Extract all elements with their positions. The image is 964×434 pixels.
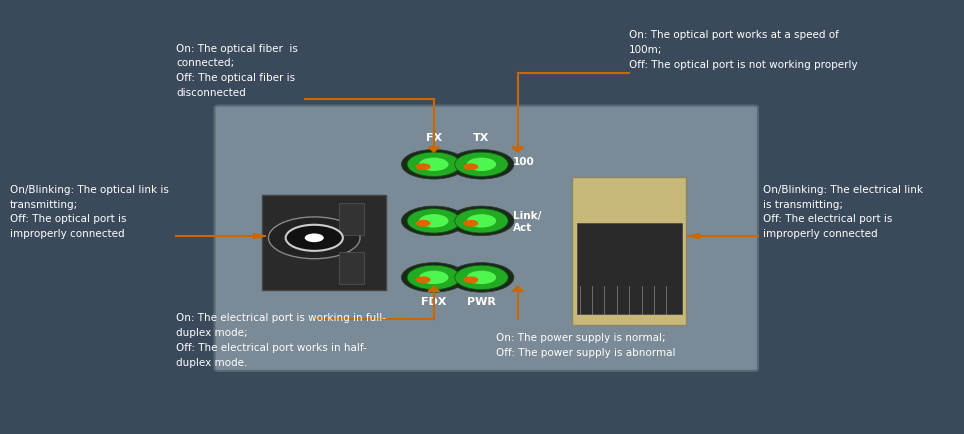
Text: On: The optical fiber  is
connected;
Off: The optical fiber is
disconnected: On: The optical fiber is connected; Off:…: [176, 43, 298, 98]
Circle shape: [467, 271, 496, 284]
Polygon shape: [428, 148, 440, 153]
Polygon shape: [428, 286, 440, 292]
Circle shape: [464, 277, 478, 283]
Bar: [339, 253, 363, 284]
Text: On: The electrical port is working in full-
duplex mode;
Off: The electrical por: On: The electrical port is working in fu…: [176, 312, 387, 367]
Polygon shape: [254, 234, 265, 239]
Circle shape: [415, 220, 431, 227]
Circle shape: [449, 150, 514, 180]
Text: On/Blinking: The electrical link
is transmitting;
Off: The electrical port is
im: On/Blinking: The electrical link is tran…: [763, 184, 923, 239]
Text: 100: 100: [513, 157, 535, 166]
Circle shape: [455, 153, 508, 177]
Circle shape: [419, 215, 448, 228]
Circle shape: [467, 215, 496, 228]
Polygon shape: [512, 148, 523, 153]
Text: On/Blinking: The optical link is
transmitting;
Off: The optical port is
improper: On/Blinking: The optical link is transmi…: [10, 184, 169, 239]
Bar: [339, 204, 363, 235]
Circle shape: [455, 266, 508, 290]
Text: TX: TX: [473, 132, 490, 142]
Polygon shape: [688, 234, 700, 239]
Bar: [576, 223, 682, 315]
Circle shape: [415, 277, 431, 283]
Circle shape: [401, 207, 467, 236]
Circle shape: [305, 234, 324, 243]
Text: PWR: PWR: [467, 296, 495, 306]
FancyBboxPatch shape: [215, 106, 758, 371]
Circle shape: [269, 217, 360, 259]
Text: Link/
Act: Link/ Act: [513, 210, 542, 233]
Circle shape: [464, 164, 478, 171]
Circle shape: [415, 164, 431, 171]
Text: On: The power supply is normal;
Off: The power supply is abnormal: On: The power supply is normal; Off: The…: [495, 332, 675, 357]
Circle shape: [401, 150, 467, 180]
Text: FDX: FDX: [421, 296, 446, 306]
Circle shape: [464, 220, 478, 227]
Circle shape: [467, 158, 496, 171]
Circle shape: [449, 207, 514, 236]
Circle shape: [449, 263, 514, 293]
Circle shape: [407, 266, 461, 290]
Circle shape: [401, 263, 467, 293]
Circle shape: [419, 158, 448, 171]
Bar: [262, 195, 387, 291]
Circle shape: [407, 209, 461, 233]
Text: FX: FX: [426, 132, 442, 142]
Bar: [572, 178, 686, 326]
Circle shape: [285, 225, 343, 251]
Polygon shape: [512, 286, 523, 292]
Text: On: The optical port works at a speed of
100m;
Off: The optical port is not work: On: The optical port works at a speed of…: [629, 30, 858, 70]
Circle shape: [419, 271, 448, 284]
Circle shape: [407, 153, 461, 177]
Circle shape: [455, 209, 508, 233]
